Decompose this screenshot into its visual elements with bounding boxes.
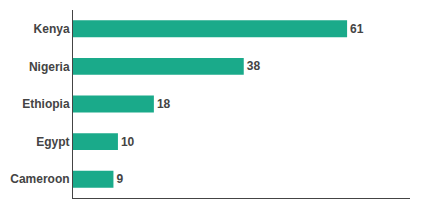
svg-text:Nigeria: Nigeria xyxy=(29,60,70,74)
svg-text:10: 10 xyxy=(121,135,135,149)
svg-text:38: 38 xyxy=(247,59,261,73)
svg-text:Cameroon: Cameroon xyxy=(10,172,69,186)
svg-text:Ethiopia: Ethiopia xyxy=(22,97,70,111)
svg-text:Kenya: Kenya xyxy=(34,22,70,36)
svg-text:61: 61 xyxy=(350,22,364,36)
svg-text:18: 18 xyxy=(157,97,171,111)
svg-text:Egypt: Egypt xyxy=(36,135,69,149)
svg-text:9: 9 xyxy=(116,172,123,186)
